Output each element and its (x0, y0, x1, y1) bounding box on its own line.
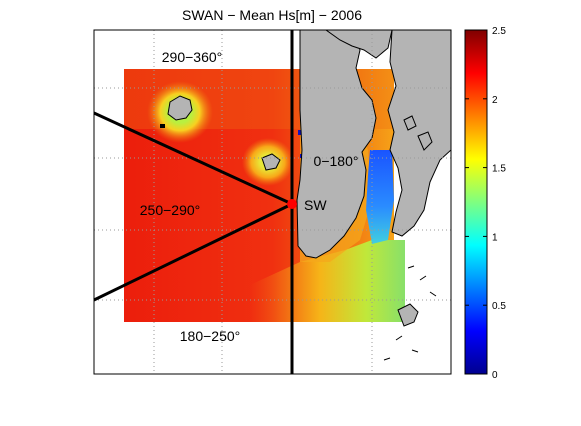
sector-line-west-upper (93, 111, 293, 206)
axes-frame (93, 29, 452, 375)
wave-field-fjord (366, 150, 394, 244)
islet (298, 130, 302, 135)
land-east (387, 30, 451, 237)
land-islet-east (417, 131, 433, 151)
colorbar-tick-label: 0.5 (492, 301, 506, 312)
colorbar-ticks: 0 0.5 1 1.5 2 2.5 (465, 26, 506, 381)
sector-label-290-360: 290−360° (162, 49, 223, 65)
station-point-sw (287, 199, 297, 209)
sector-line-west-lower (93, 202, 293, 302)
coast-fragment (383, 265, 437, 361)
wave-field-south-east (250, 240, 405, 322)
colorbar-tick-label: 0 (492, 370, 498, 381)
colorbar (464, 29, 488, 375)
station-label-sw: SW (304, 197, 327, 213)
sector-label-180-250: 180−250° (180, 328, 241, 344)
sector-label-0-180: 0−180° (314, 153, 359, 169)
colorbar-tick-label: 2.5 (492, 26, 506, 37)
islet (160, 124, 165, 128)
island-north (167, 95, 193, 121)
colorbar-tick-label: 1.5 (492, 164, 506, 175)
chart-title: SWAN − Mean Hs[m] − 2006 (182, 7, 362, 23)
land-north-strip (325, 30, 393, 59)
colorbar-tick-label: 2 (492, 95, 498, 106)
land-south-east (397, 303, 419, 327)
map-layer (124, 30, 451, 361)
land-mainland-west (296, 30, 377, 259)
colorbar-tick-label: 1 (492, 232, 498, 243)
land-islet-east (403, 115, 417, 131)
sector-label-250-290: 250−290° (140, 202, 201, 218)
